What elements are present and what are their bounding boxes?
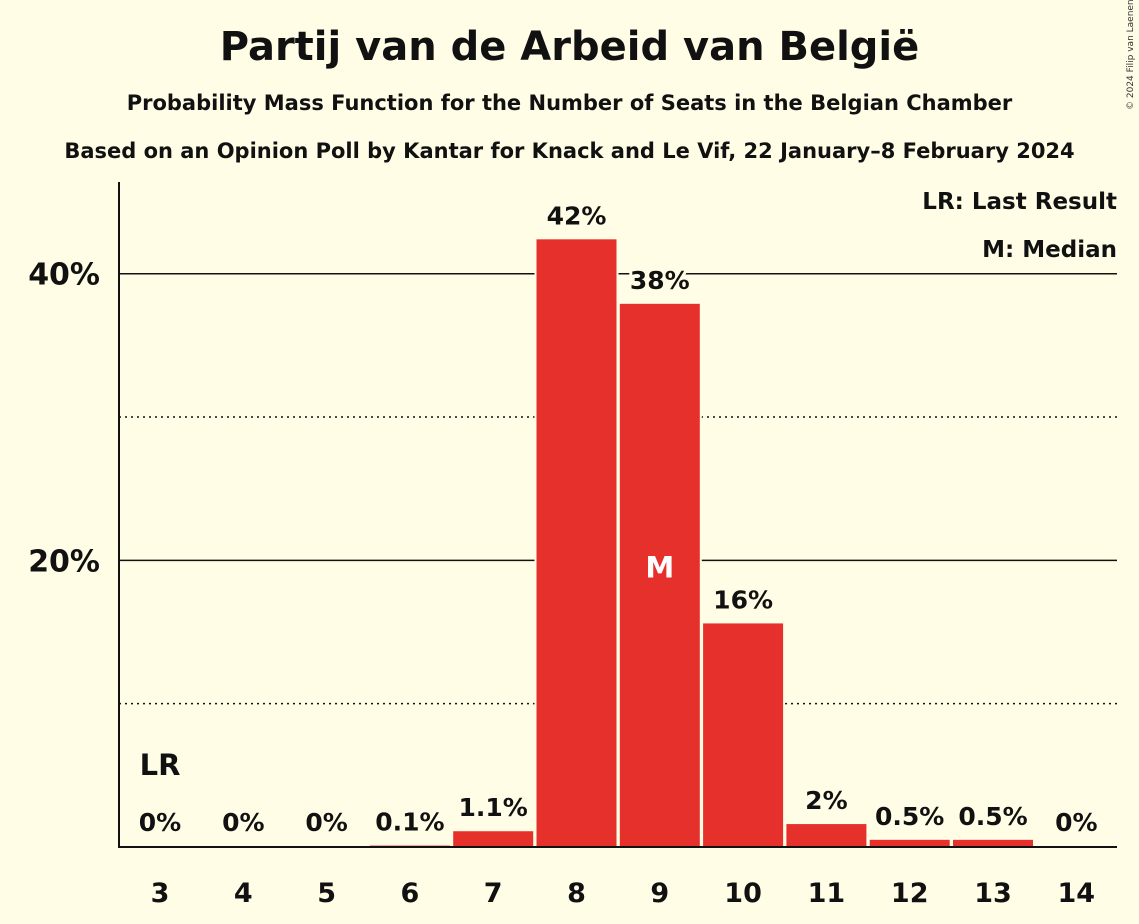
bar-13 (953, 839, 1033, 847)
value-label-10: 16% (713, 585, 773, 614)
value-label-13: 0.5% (958, 802, 1027, 831)
value-label-9: 38% (630, 266, 690, 295)
bar-8 (536, 239, 617, 848)
x-tick-9: 9 (650, 878, 669, 909)
x-tick-8: 8 (567, 878, 586, 909)
y-tick-labels: 20% 40% (28, 258, 100, 580)
value-label-5: 0% (305, 808, 347, 837)
chart-subtitle: Probability Mass Function for the Number… (126, 91, 1013, 115)
bar-halo-6 (367, 843, 452, 847)
y-tick-20: 20% (28, 544, 100, 579)
x-tick-13: 13 (974, 878, 1012, 909)
x-tick-14: 14 (1058, 878, 1096, 909)
chart-title: Partij van de Arbeid van België (219, 24, 920, 70)
y-tick-40: 40% (28, 258, 100, 293)
x-tick-7: 7 (484, 878, 503, 909)
bar-7 (453, 831, 534, 847)
legend: LR: Last Result M: Median (922, 189, 1117, 263)
legend-last-result: LR: Last Result (922, 189, 1117, 215)
value-label-4: 0% (222, 808, 264, 837)
median-marker: M (645, 550, 674, 584)
x-tick-3: 3 (151, 878, 170, 909)
value-label-12: 0.5% (875, 802, 944, 831)
last-result-marker: LR (140, 748, 181, 782)
x-tick-4: 4 (234, 878, 253, 909)
value-labels: 0% LR 0% 0% 0.1% 1.1% 42% 38% M 16% 2% 0.5% 0.5% 0% (136, 198, 1101, 840)
bars (367, 237, 1035, 848)
value-label-11: 2% (805, 786, 847, 815)
x-tick-5: 5 (317, 878, 336, 909)
x-tick-6: 6 (401, 878, 420, 909)
value-label-3: 0% (139, 808, 181, 837)
bar-12 (869, 839, 950, 847)
bar-9 (619, 303, 700, 847)
value-label-7: 1.1% (459, 793, 528, 822)
axes (118, 182, 1117, 848)
x-tick-10: 10 (724, 878, 762, 909)
value-label-14: 0% (1055, 808, 1097, 837)
legend-median: M: Median (982, 237, 1117, 263)
x-tick-labels: 3 4 5 6 7 8 9 10 11 12 13 14 (151, 878, 1095, 909)
x-tick-11: 11 (808, 878, 846, 909)
chart-source-note: Based on an Opinion Poll by Kantar for K… (64, 139, 1075, 163)
value-label-8: 42% (547, 201, 607, 230)
bar-10 (703, 623, 784, 847)
value-label-6: 0.1% (375, 808, 444, 837)
bar-11 (786, 824, 867, 847)
x-tick-12: 12 (891, 878, 929, 909)
